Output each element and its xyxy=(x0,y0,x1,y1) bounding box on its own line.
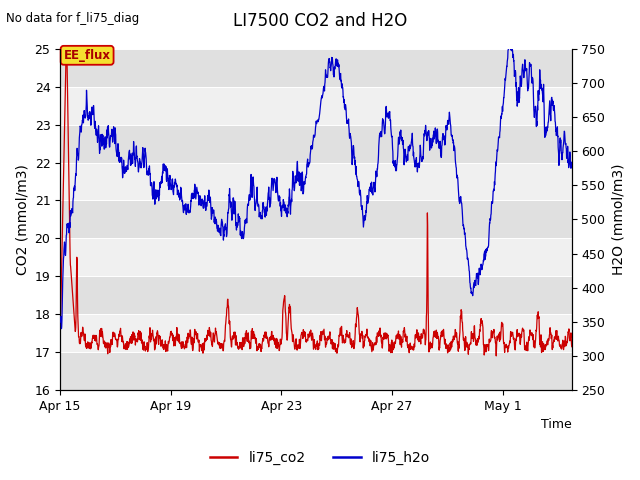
Text: No data for f_li75_diag: No data for f_li75_diag xyxy=(6,12,140,25)
Text: LI7500 CO2 and H2O: LI7500 CO2 and H2O xyxy=(233,12,407,30)
Bar xyxy=(60,276,572,314)
Y-axis label: CO2 (mmol/m3): CO2 (mmol/m3) xyxy=(15,164,29,275)
Legend: li75_co2, li75_h2o: li75_co2, li75_h2o xyxy=(204,445,436,471)
Bar xyxy=(60,352,572,390)
Text: EE_flux: EE_flux xyxy=(63,49,111,62)
Bar xyxy=(60,125,572,163)
Bar xyxy=(60,49,572,87)
Bar xyxy=(60,314,572,352)
Bar xyxy=(60,201,572,239)
Y-axis label: H2O (mmol/m3): H2O (mmol/m3) xyxy=(611,164,625,275)
Bar xyxy=(60,239,572,276)
X-axis label: Time: Time xyxy=(541,419,572,432)
Bar xyxy=(60,163,572,201)
Bar xyxy=(60,87,572,125)
